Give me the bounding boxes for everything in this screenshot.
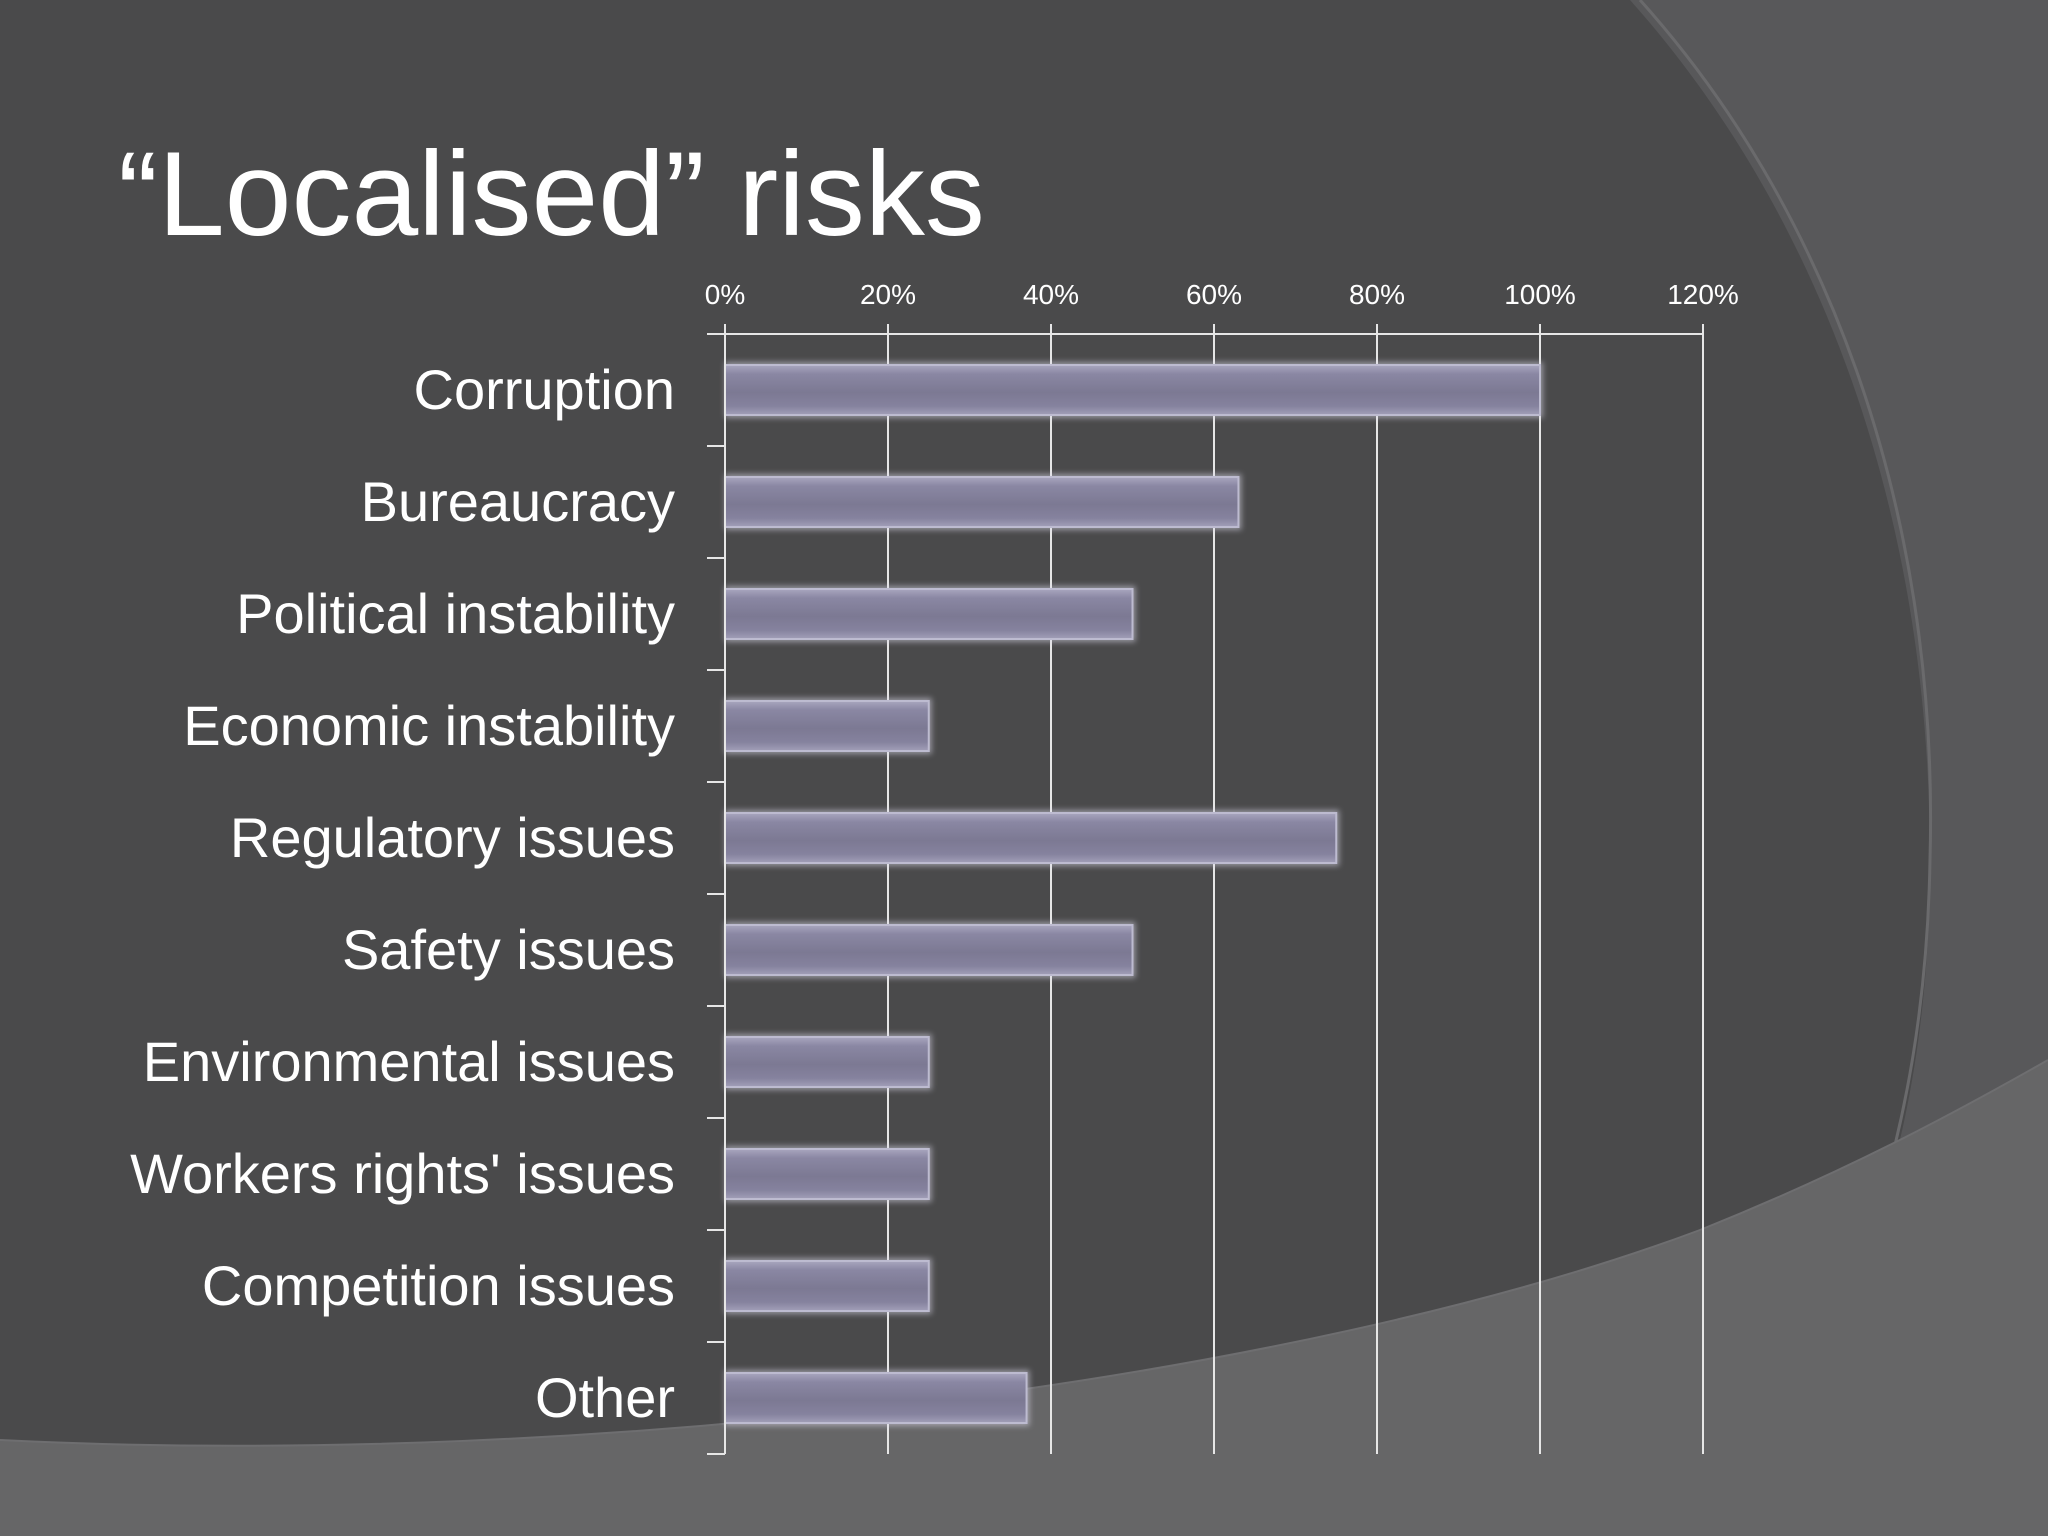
axis-layer <box>707 324 1704 1455</box>
bar <box>724 700 930 752</box>
category-label: Economic instability <box>183 694 675 757</box>
x-tick-label: 20% <box>860 279 916 310</box>
category-label: Corruption <box>414 358 675 421</box>
labels-layer: 0% 20% 40% 60% 80% 100% 120% Corruption Bureaucr… <box>130 279 1739 1429</box>
bar <box>724 812 1338 864</box>
bar <box>724 924 1134 976</box>
bar <box>724 476 1240 528</box>
x-tick-label: 80% <box>1349 279 1405 310</box>
category-label: Competition issues <box>202 1254 675 1317</box>
bar <box>724 364 1541 416</box>
background-bottom-swoosh <box>0 1060 2048 1536</box>
background-bottom-swoosh-edge <box>0 1059 2048 1447</box>
bar-group <box>724 474 1242 530</box>
category-label: Safety issues <box>342 918 675 981</box>
category-label: Bureaucracy <box>361 470 675 533</box>
bar <box>724 588 1134 640</box>
category-label: Workers rights' issues <box>130 1142 675 1205</box>
bar-group <box>724 1258 932 1314</box>
bar <box>724 1036 930 1088</box>
bar <box>724 1372 1028 1424</box>
bar-group <box>724 1370 1030 1426</box>
bar-group <box>724 698 932 754</box>
slide-title: “Localised” risks <box>118 127 985 261</box>
bar <box>724 1148 930 1200</box>
x-tick-label: 40% <box>1023 279 1079 310</box>
category-label: Environmental issues <box>143 1030 675 1093</box>
bar-group <box>724 1146 932 1202</box>
bar-group <box>724 810 1340 866</box>
bars-layer <box>724 362 1543 1426</box>
category-label: Political instability <box>236 582 675 645</box>
bar-group <box>724 586 1136 642</box>
x-tick-label: 100% <box>1504 279 1576 310</box>
bar-group <box>724 1034 932 1090</box>
bar-group <box>724 922 1136 978</box>
bar-group <box>724 362 1543 418</box>
category-label: Other <box>535 1366 675 1429</box>
x-tick-label: 0% <box>705 279 745 310</box>
category-label: Regulatory issues <box>230 806 675 869</box>
bar <box>724 1260 930 1312</box>
x-tick-label: 120% <box>1667 279 1739 310</box>
x-tick-label: 60% <box>1186 279 1242 310</box>
